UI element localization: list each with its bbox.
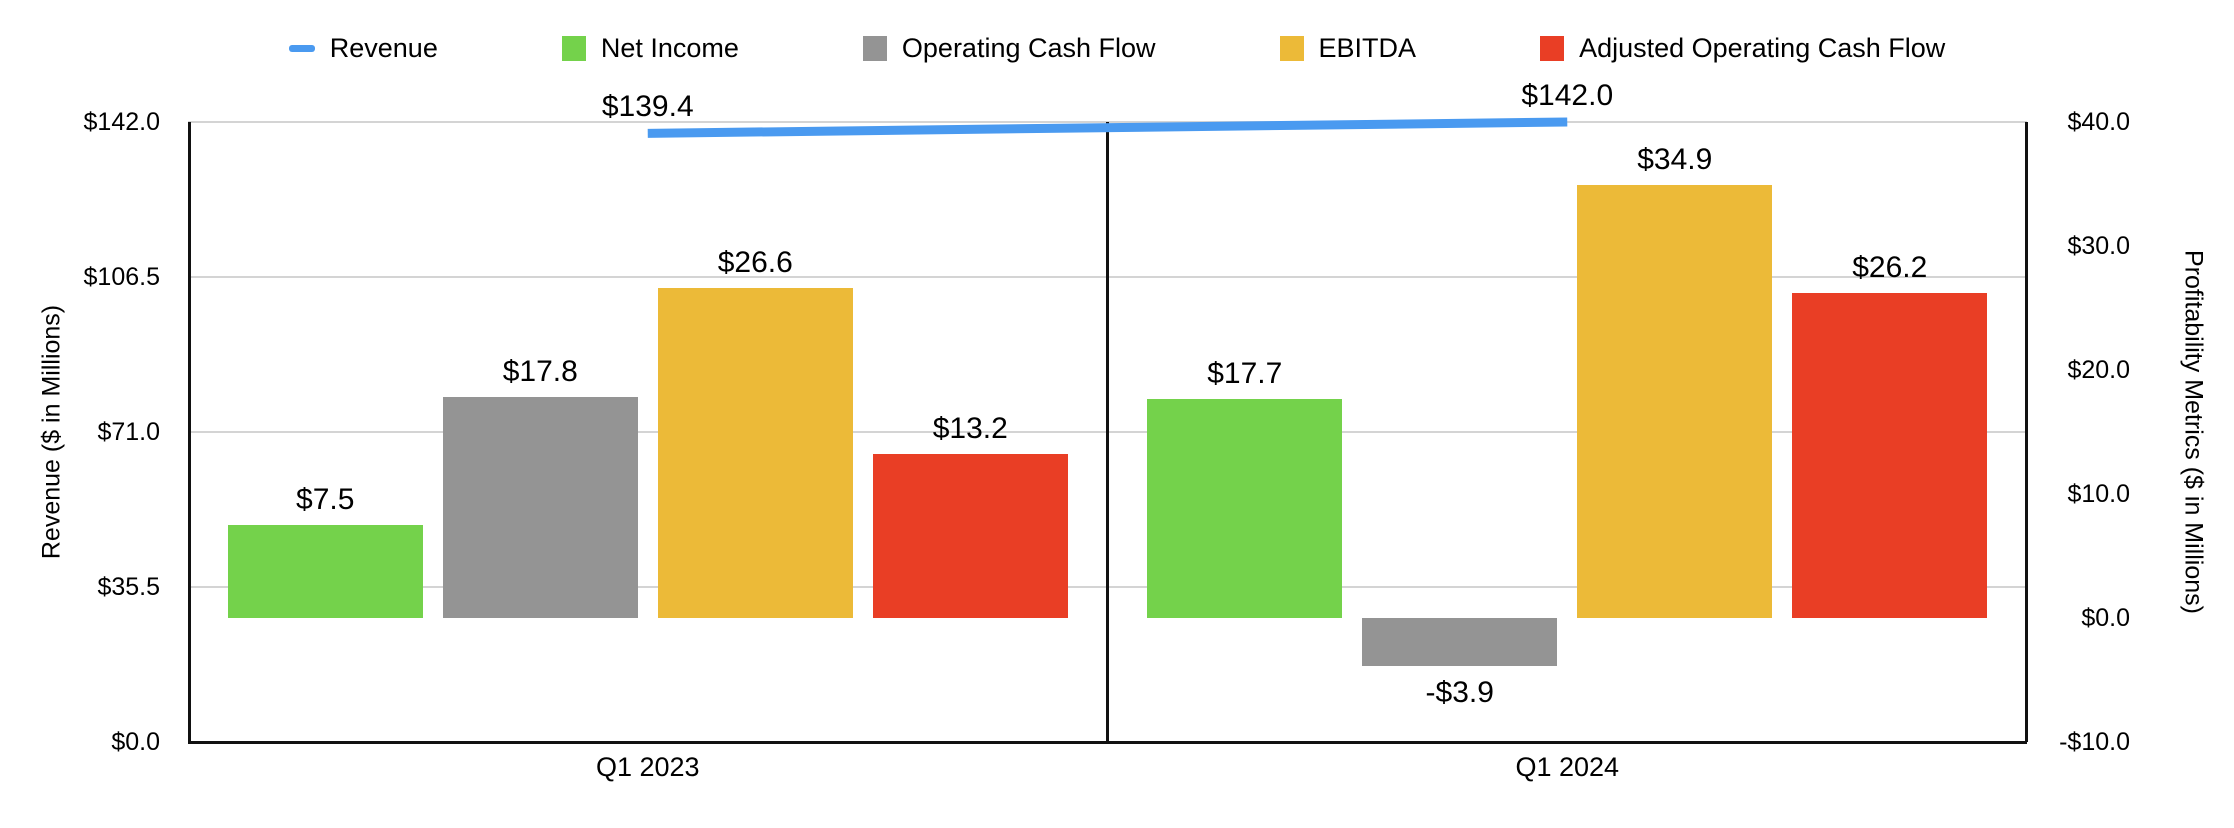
legend-item-revenue[interactable]: Revenue [288,32,438,64]
right-axis-tick-30-0: $30.0 [2067,232,2130,260]
bar-ebitda-q1-2024[interactable] [1577,185,1773,618]
legend-label-revenue: Revenue [329,32,438,63]
bar-value-label-ebitda-q1-2023: $26.6 [717,246,793,280]
line-value-label-139-4: $139.4 [601,90,694,124]
legend-swatch-operating-cash-flow [862,35,887,61]
x-axis-label-q1-2024: Q1 2024 [1515,752,1620,782]
left-axis-tick-106-5: $106.5 [83,263,160,291]
bar-value-label-ebitda-q1-2024: $34.9 [1637,143,1713,177]
legend-item-net-income[interactable]: Net Income [561,32,739,64]
right-axis-tick-10-0: -$10.0 [2059,728,2130,756]
left-axis-tick-35-5: $35.5 [97,573,160,601]
legend-label-adjusted-operating-cash-flow: Adjusted Operating Cash Flow [1579,32,1946,63]
category-divider-line [1106,122,1109,742]
bar-ebitda-q1-2023[interactable] [657,288,853,618]
left-axis-tick-142-0: $142.0 [83,108,160,136]
x-axis-label-q1-2023: Q1 2023 [595,752,700,782]
legend-label-ebitda: EBITDA [1318,32,1417,63]
bar-adjusted-operating-cash-flow-q1-2024[interactable] [1792,293,1988,618]
bar-value-label-net-income-q1-2023: $7.5 [296,483,355,516]
bar-value-label-net-income-q1-2024: $17.7 [1207,356,1283,390]
legend-line-marker-revenue [288,44,315,52]
legend-label-net-income: Net Income [600,32,739,63]
right-axis-tick-10-0: $10.0 [2067,480,2130,508]
right-axis-tick-20-0: $20.0 [2067,356,2130,384]
bar-operating-cash-flow-q1-2024[interactable] [1362,618,1558,667]
bar-operating-cash-flow-q1-2023[interactable] [442,397,638,618]
bar-adjusted-operating-cash-flow-q1-2023[interactable] [872,454,1068,618]
left-axis-line [188,122,191,742]
line-value-label-142-0: $142.0 [1521,79,1614,112]
legend-item-operating-cash-flow[interactable]: Operating Cash Flow [862,32,1156,64]
x-axis-line [188,741,2027,744]
bar-value-label-adjusted-operating-cash-flow-q1-2023: $13.2 [932,412,1008,446]
legend-swatch-ebitda [1279,35,1304,61]
right-axis-tick-0-0: $0.0 [2081,604,2130,632]
legend-swatch-net-income [561,35,586,61]
right-axis-title: Profitability Metrics ($ in Millions) [2179,250,2208,614]
bar-value-label-operating-cash-flow-q1-2023: $17.8 [502,355,578,389]
left-axis-tick-0-0: $0.0 [111,728,160,756]
legend-swatch-adjusted-operating-cash-flow [1540,35,1565,61]
legend-label-operating-cash-flow: Operating Cash Flow [901,32,1156,63]
legend-item-adjusted-operating-cash-flow[interactable]: Adjusted Operating Cash Flow [1540,33,1945,64]
bar-net-income-q1-2023[interactable] [227,525,423,618]
right-axis-line [2025,122,2028,742]
left-axis-tick-71-0: $71.0 [97,418,160,446]
bar-value-label-adjusted-operating-cash-flow-q1-2024: $26.2 [1852,251,1928,285]
legend: Revenue Net Income Operating Cash Flow EBIT… [0,22,2234,74]
bar-value-label-operating-cash-flow-q1-2024: -$3.9 [1425,676,1494,710]
bar-net-income-q1-2024[interactable] [1147,398,1343,618]
right-axis-tick-40-0: $40.0 [2067,108,2130,136]
legend-item-ebitda[interactable]: EBITDA [1279,32,1417,64]
